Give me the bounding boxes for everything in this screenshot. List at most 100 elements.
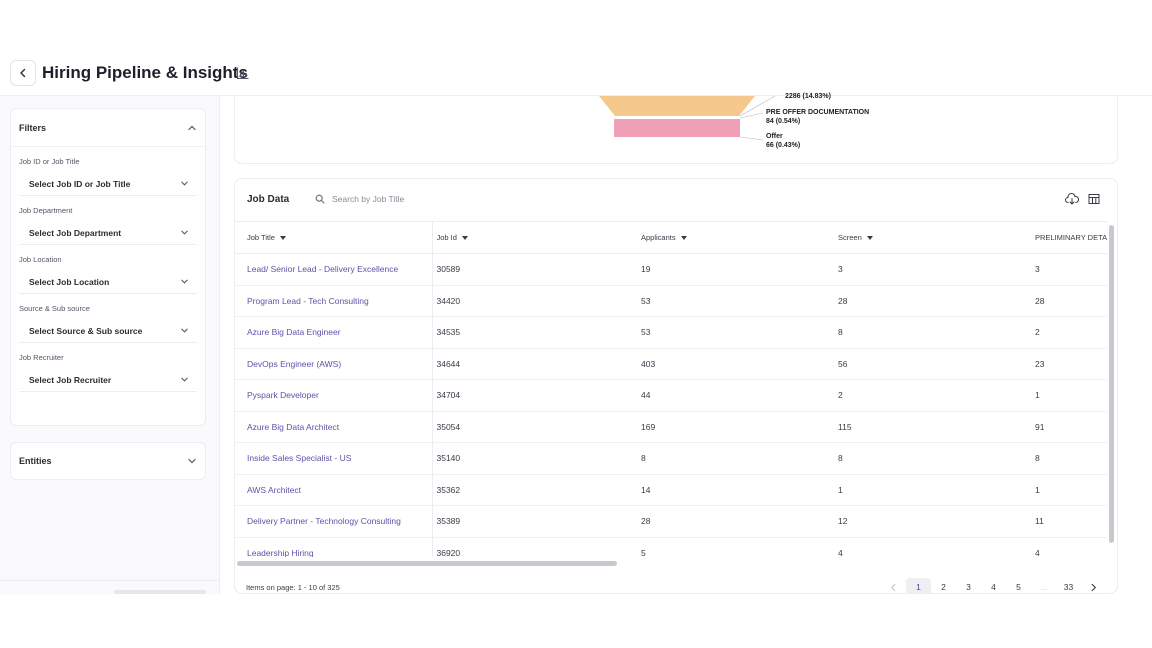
back-button[interactable] (10, 60, 36, 86)
job-data-table-wrapper[interactable]: Job Title Job Id Applicants Screen PRELI… (235, 221, 1107, 557)
next-page-button[interactable] (1081, 578, 1106, 596)
applicants-cell: 53 (629, 285, 826, 317)
filters-header[interactable]: Filters (11, 109, 205, 147)
location-select[interactable]: Select Job Location (19, 270, 197, 294)
sort-caret-icon[interactable] (866, 236, 873, 241)
prev-page-button[interactable] (881, 578, 906, 596)
table-row[interactable]: Lead/ Senior Lead - Delivery Excellence … (235, 253, 1107, 286)
job-id-cell: 36920 (432, 537, 629, 557)
job-title-cell[interactable]: AWS Architect (235, 474, 433, 506)
top-blank-area (0, 0, 1152, 56)
department-select-value: Select Job Department (29, 227, 122, 238)
entities-panel[interactable]: Entities (10, 442, 206, 480)
page-title: Hiring Pipeline & Insights (42, 63, 248, 82)
job-id-select[interactable]: Select Job ID or Job Title (19, 172, 197, 196)
source-select[interactable]: Select Source & Sub source (19, 319, 197, 343)
preliminary-detail-cell: 3 (1023, 253, 1107, 286)
job-search-input[interactable] (332, 194, 482, 204)
applicants-cell: 19 (629, 253, 826, 286)
table-row[interactable]: DevOps Engineer (AWS) 34644 403 56 23 (235, 348, 1107, 380)
sort-caret-icon[interactable] (279, 236, 286, 241)
sidebar-action-button[interactable] (114, 590, 206, 594)
table-row[interactable]: Delivery Partner - Technology Consulting… (235, 505, 1107, 538)
job-title-cell[interactable]: Leadership Hiring (235, 537, 433, 557)
chevron-down-icon (181, 181, 188, 186)
vertical-scrollbar[interactable] (1109, 225, 1114, 543)
job-title-link[interactable]: Inside Sales Specialist - US (247, 453, 352, 464)
department-select[interactable]: Select Job Department (19, 221, 197, 245)
pagination-bar: Items on page: 1 - 10 of 325 1 2 3 4 5 .… (234, 574, 1118, 600)
job-id-cell: 34644 (432, 348, 629, 380)
table-row[interactable]: Leadership Hiring 36920 5 4 4 (235, 537, 1107, 557)
funnel-chart (599, 96, 776, 141)
funnel-value-label: 66 (0.43%) (766, 142, 801, 149)
job-title-link[interactable]: Azure Big Data Architect (247, 421, 340, 432)
cloud-download-icon[interactable] (1065, 192, 1079, 206)
job-title-link[interactable]: Program Lead - Tech Consulting (247, 295, 369, 306)
job-title-cell[interactable]: Delivery Partner - Technology Consulting (235, 505, 433, 538)
job-title-link[interactable]: Delivery Partner - Technology Consulting (247, 516, 401, 527)
job-id-cell: 35389 (432, 505, 629, 538)
column-header-applicants[interactable]: Applicants (629, 221, 826, 254)
page-button-5[interactable]: 5 (1016, 582, 1021, 592)
job-id-cell: 34535 (432, 316, 629, 349)
job-title-cell[interactable]: Lead/ Senior Lead - Delivery Excellence (235, 253, 433, 286)
job-id-cell: 30589 (432, 253, 629, 286)
job-title-link[interactable]: Leadership Hiring (247, 547, 314, 557)
table-row[interactable]: AWS Architect 35362 14 1 1 (235, 474, 1107, 506)
job-title-cell[interactable]: Program Lead - Tech Consulting (235, 285, 433, 317)
job-title-cell[interactable]: Pyspark Developer (235, 379, 433, 412)
page-button-2[interactable]: 2 (941, 582, 946, 592)
preliminary-detail-cell: 1 (1023, 474, 1107, 506)
column-header-label: Job Id (436, 233, 457, 242)
horizontal-scrollbar[interactable] (237, 561, 617, 566)
column-header-preliminary-detail[interactable]: PRELIMINARY DETAIL (1023, 221, 1107, 254)
job-title-cell[interactable]: DevOps Engineer (AWS) (235, 348, 433, 380)
column-header-screen[interactable]: Screen (826, 221, 1023, 254)
table-row[interactable]: Program Lead - Tech Consulting 34420 53 … (235, 285, 1107, 317)
table-row[interactable]: Inside Sales Specialist - US 35140 8 8 8 (235, 442, 1107, 475)
funnel-value-label: 84 (0.54%) (766, 118, 801, 125)
column-header-label: Job Title (247, 233, 275, 242)
applicants-cell: 169 (629, 411, 826, 443)
job-title-link[interactable]: Lead/ Senior Lead - Delivery Excellence (247, 264, 399, 275)
job-title-link[interactable]: Azure Big Data Engineer (247, 327, 341, 338)
funnel-stage-upper (599, 96, 755, 116)
page-button-1[interactable]: 1 (906, 578, 931, 596)
screen-cell: 115 (826, 411, 1023, 443)
job-id-filter-label: Job ID or Job Title (19, 157, 80, 166)
job-title-cell[interactable]: Azure Big Data Architect (235, 411, 433, 443)
job-title-link[interactable]: Pyspark Developer (247, 390, 319, 401)
sort-caret-icon[interactable] (461, 236, 468, 241)
bar-chart-icon[interactable] (236, 66, 250, 80)
items-on-page-text: Items on page: 1 - 10 of 325 (246, 583, 340, 592)
page-button-4[interactable]: 4 (991, 582, 996, 592)
page-button-3[interactable]: 3 (966, 582, 971, 592)
table-row[interactable]: Pyspark Developer 34704 44 2 1 (235, 379, 1107, 412)
job-title-cell[interactable]: Inside Sales Specialist - US (235, 442, 433, 475)
job-title-link[interactable]: AWS Architect (247, 484, 302, 495)
job-id-cell: 35054 (432, 411, 629, 443)
job-title-link[interactable]: DevOps Engineer (AWS) (247, 358, 342, 369)
column-header-job-title[interactable]: Job Title (235, 221, 433, 254)
column-header-job-id[interactable]: Job Id (432, 221, 629, 254)
column-header-label: PRELIMINARY DETAIL (1035, 233, 1107, 242)
job-title-cell[interactable]: Azure Big Data Engineer (235, 316, 433, 349)
preliminary-detail-cell: 91 (1023, 411, 1107, 443)
recruiter-select[interactable]: Select Job Recruiter (19, 368, 197, 392)
applicants-cell: 5 (629, 537, 826, 557)
screen-cell: 12 (826, 505, 1023, 538)
table-row[interactable]: Azure Big Data Engineer 34535 53 8 2 (235, 316, 1107, 349)
job-id-cell: 35140 (432, 442, 629, 475)
preliminary-detail-cell: 2 (1023, 316, 1107, 349)
chevron-up-icon[interactable] (187, 123, 197, 133)
source-filter-label: Source & Sub source (19, 304, 90, 313)
table-columns-icon[interactable] (1087, 192, 1101, 206)
page-button-last[interactable]: 33 (1063, 582, 1074, 592)
filters-heading: Filters (19, 122, 47, 133)
job-search[interactable] (311, 188, 487, 210)
source-select-value: Select Source & Sub source (29, 325, 143, 336)
chevron-left-icon (890, 583, 896, 591)
table-row[interactable]: Azure Big Data Architect 35054 169 115 9… (235, 411, 1107, 443)
sort-caret-icon[interactable] (680, 236, 687, 241)
